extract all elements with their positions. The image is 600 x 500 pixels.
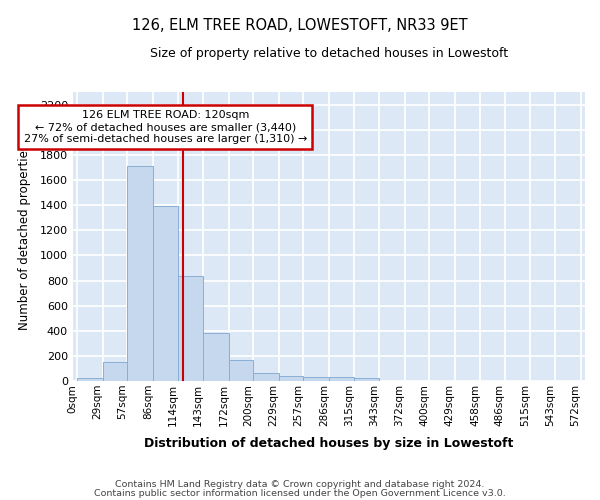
Bar: [153, 206, 178, 381]
Bar: [127, 166, 153, 381]
Bar: [178, 276, 203, 381]
Bar: [103, 362, 127, 381]
Text: Contains public sector information licensed under the Open Government Licence v3: Contains public sector information licen…: [94, 488, 506, 498]
Title: Size of property relative to detached houses in Lowestoft: Size of property relative to detached ho…: [150, 48, 508, 60]
Text: 126 ELM TREE ROAD: 120sqm
← 72% of detached houses are smaller (3,440)
27% of se: 126 ELM TREE ROAD: 120sqm ← 72% of detac…: [23, 110, 307, 144]
Bar: [203, 332, 229, 381]
Bar: [279, 376, 304, 381]
Bar: [304, 377, 329, 381]
Bar: [355, 378, 379, 381]
Text: Contains HM Land Registry data © Crown copyright and database right 2024.: Contains HM Land Registry data © Crown c…: [115, 480, 485, 489]
X-axis label: Distribution of detached houses by size in Lowestoft: Distribution of detached houses by size …: [144, 437, 514, 450]
Y-axis label: Number of detached properties: Number of detached properties: [19, 144, 31, 330]
Bar: [253, 373, 279, 381]
Text: 126, ELM TREE ROAD, LOWESTOFT, NR33 9ET: 126, ELM TREE ROAD, LOWESTOFT, NR33 9ET: [132, 18, 468, 32]
Bar: [329, 377, 355, 381]
Bar: [77, 378, 103, 381]
Bar: [229, 360, 253, 381]
